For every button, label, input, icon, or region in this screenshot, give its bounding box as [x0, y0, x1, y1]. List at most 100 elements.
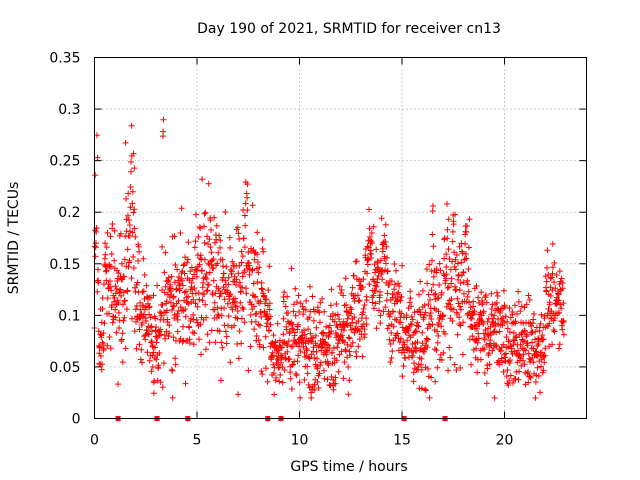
data-point [308, 394, 315, 401]
data-point [251, 256, 258, 263]
data-point [436, 282, 443, 289]
data-point [99, 361, 106, 368]
data-point [501, 319, 508, 326]
data-point [459, 250, 466, 257]
data-point [411, 309, 418, 316]
data-point [165, 274, 172, 281]
data-point [423, 266, 430, 273]
data-point [244, 194, 251, 201]
data-point [422, 364, 429, 371]
data-point [441, 236, 448, 243]
data-point [253, 332, 260, 339]
data-point [340, 292, 347, 299]
data-point [142, 317, 149, 324]
data-point [119, 330, 126, 337]
data-point [107, 283, 114, 290]
data-point [540, 367, 547, 374]
data-point [150, 390, 157, 397]
data-point [223, 263, 230, 270]
data-point [266, 306, 273, 313]
data-point [341, 302, 348, 309]
data-point [127, 204, 134, 211]
data-point [258, 368, 265, 375]
data-point [428, 315, 435, 322]
data-point [128, 122, 135, 129]
data-point [202, 209, 209, 216]
data-point [363, 315, 370, 322]
data-point [308, 389, 315, 396]
data-point [451, 263, 458, 270]
data-point [433, 347, 440, 354]
data-point [222, 328, 229, 335]
data-point [524, 331, 531, 338]
data-point [238, 340, 245, 347]
data-point [526, 296, 533, 303]
data-point [473, 282, 480, 289]
data-point [126, 217, 133, 224]
data-point [473, 325, 480, 332]
data-point [142, 306, 149, 313]
data-point [190, 296, 197, 303]
data-point [477, 316, 484, 323]
data-point [201, 223, 208, 230]
data-point [117, 287, 124, 294]
data-point [136, 341, 143, 348]
data-point [402, 355, 409, 362]
plot-frame [94, 57, 587, 419]
data-point [147, 314, 154, 321]
data-point [95, 279, 102, 286]
data-point [235, 230, 242, 237]
data-point [132, 306, 139, 313]
data-point [141, 271, 148, 278]
data-point [483, 380, 490, 387]
data-point [408, 321, 415, 328]
data-point [517, 308, 524, 315]
data-point [327, 331, 334, 338]
data-point [335, 368, 342, 375]
data-point [107, 345, 114, 352]
data-point [302, 306, 309, 313]
data-point [277, 371, 284, 378]
data-point [307, 283, 314, 290]
data-point [224, 300, 231, 307]
data-point [511, 337, 518, 344]
y-tick-label: 0 [72, 412, 81, 428]
data-point [318, 347, 325, 354]
data-point [210, 256, 217, 263]
data-point [182, 380, 189, 387]
data-point [450, 221, 457, 228]
data-point [464, 277, 471, 284]
x-tick-label: 20 [496, 433, 514, 449]
data-point [122, 139, 129, 146]
data-point [434, 295, 441, 302]
data-point [332, 380, 339, 387]
data-point [345, 391, 352, 398]
data-point [485, 350, 492, 357]
data-point [294, 358, 301, 365]
data-point [203, 275, 210, 282]
data-point [235, 391, 242, 398]
data-point [116, 325, 123, 332]
data-point [100, 345, 107, 352]
data-point [559, 280, 566, 287]
data-point [146, 311, 153, 318]
data-point [168, 307, 175, 314]
data-point [462, 240, 469, 247]
data-point [251, 250, 258, 257]
data-point [488, 305, 495, 312]
data-point [342, 275, 349, 282]
data-point [353, 258, 360, 265]
data-point [512, 318, 519, 325]
data-point [391, 261, 398, 268]
data-point [174, 311, 181, 318]
data-point [445, 284, 452, 291]
data-point [311, 354, 318, 361]
data-point [113, 329, 120, 336]
data-point [152, 315, 159, 322]
data-point [447, 305, 454, 312]
data-point [172, 261, 179, 268]
data-point [507, 372, 514, 379]
data-point [444, 200, 451, 207]
data-point [280, 315, 287, 322]
data-point [118, 292, 125, 299]
